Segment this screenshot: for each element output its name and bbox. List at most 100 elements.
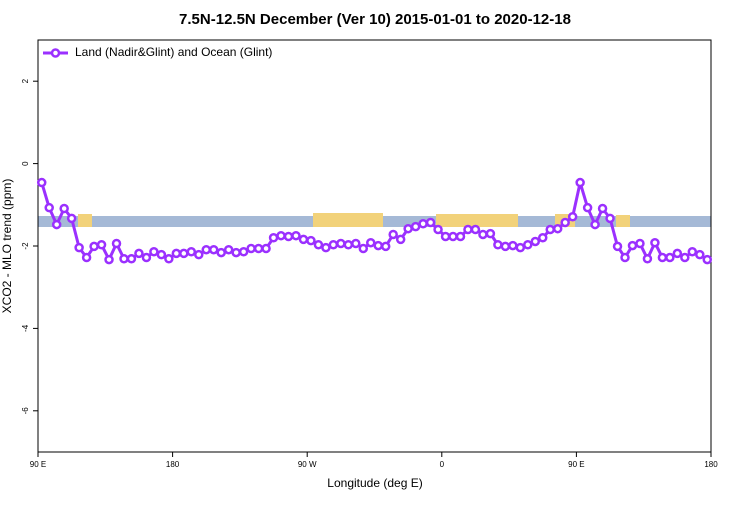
data-point [380, 241, 391, 252]
data-point [680, 252, 690, 263]
data-point [575, 177, 585, 188]
data-point [672, 248, 683, 259]
data-point [104, 254, 114, 265]
data-point [582, 202, 593, 213]
data-point [395, 234, 406, 245]
data-point [388, 229, 398, 240]
data-point [695, 249, 705, 260]
data-point [410, 221, 421, 232]
data-point [463, 224, 473, 235]
data-point [343, 240, 354, 250]
data-point [657, 252, 668, 263]
data-point [261, 243, 271, 254]
data-point [164, 254, 174, 264]
x-tick-label: 90 E [568, 460, 584, 469]
data-point [74, 242, 84, 253]
data-point [51, 219, 62, 230]
data-point [186, 247, 197, 257]
x-tick-label: 90 W [298, 460, 317, 469]
data-point [545, 224, 555, 235]
data-point [141, 252, 152, 263]
data-point [500, 241, 511, 252]
x-tick-label: 180 [166, 460, 180, 469]
data-point [612, 241, 623, 252]
data-point [96, 240, 107, 250]
data-point [448, 231, 458, 242]
data-point [440, 231, 451, 242]
data-point [89, 241, 99, 252]
data-point [313, 240, 324, 250]
y-tick-label: -4 [21, 324, 30, 332]
y-tick-label: -2 [21, 242, 30, 250]
data-point [134, 248, 144, 259]
data-point [455, 231, 466, 242]
data-point [433, 224, 443, 235]
data-point [590, 219, 600, 230]
y-tick-label: 0 [21, 161, 30, 166]
data-point [268, 233, 279, 243]
chart-title: 7.5N-12.5N December (Ver 10) 2015-01-01 … [179, 11, 571, 28]
data-point [238, 247, 249, 257]
data-point [111, 238, 122, 249]
land-patch [78, 214, 92, 227]
data-point [171, 248, 182, 259]
data-point [538, 233, 548, 243]
data-point [66, 213, 77, 224]
data-point [291, 230, 301, 241]
data-point [208, 244, 219, 255]
data-point [351, 238, 361, 249]
data-point [687, 247, 698, 257]
data-point [702, 254, 713, 265]
y-tick-label: -6 [21, 407, 30, 415]
data-point [493, 240, 503, 250]
data-point [627, 240, 638, 251]
data-point [373, 240, 383, 251]
data-point [478, 229, 488, 240]
data-point [567, 211, 578, 222]
data-point [59, 203, 69, 214]
data-point [635, 238, 645, 249]
data-point [306, 235, 316, 246]
data-point [81, 252, 92, 263]
data-point [425, 217, 436, 228]
data-point [620, 252, 630, 263]
data-point [366, 237, 376, 248]
y-axis-label: XCO2 - MLO trend (ppm) [0, 179, 14, 314]
legend-marker [50, 48, 61, 58]
land-patch [436, 214, 518, 227]
data-point [201, 244, 211, 255]
data-point [223, 244, 234, 255]
data-point [403, 223, 413, 234]
data-point [328, 240, 339, 250]
data-point [194, 249, 204, 260]
data-point [216, 247, 226, 258]
data-point [358, 243, 369, 254]
data-point [36, 177, 47, 188]
data-point [126, 254, 137, 264]
data-point [665, 252, 675, 263]
data-point [156, 249, 167, 260]
data-point [44, 202, 54, 213]
data-point [149, 247, 159, 257]
data-point [418, 219, 428, 229]
data-point [508, 240, 518, 251]
data-point [253, 243, 264, 254]
data-point [283, 231, 294, 242]
data-point [515, 242, 526, 253]
data-point [470, 224, 481, 235]
data-point [485, 228, 496, 239]
data-point [642, 254, 653, 264]
x-tick-label: 90 E [30, 460, 46, 469]
data-point [530, 236, 541, 247]
data-point [246, 243, 256, 254]
data-point [119, 254, 129, 264]
data-point [597, 203, 608, 214]
x-tick-label: 0 [440, 460, 445, 469]
data-point [560, 217, 570, 228]
data-point [231, 247, 241, 258]
data-point [298, 234, 309, 245]
data-point [523, 240, 533, 250]
data-point [552, 223, 563, 234]
